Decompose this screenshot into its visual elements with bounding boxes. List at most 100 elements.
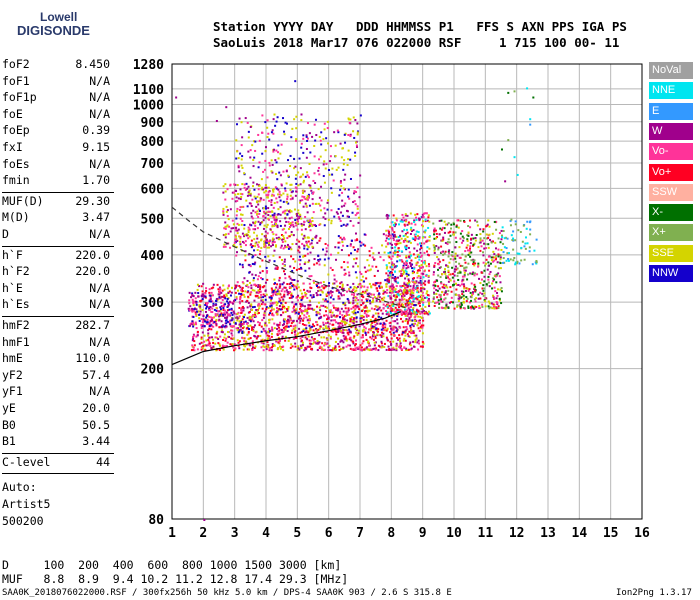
- echo-point: [247, 136, 250, 139]
- header-line-2: SaoLuis 2018 Mar17 076 022000 RSF 1 715 …: [213, 35, 620, 50]
- echo-point: [340, 266, 343, 269]
- echo-point: [446, 293, 449, 296]
- echo-point: [261, 270, 264, 273]
- echo-point: [286, 213, 289, 216]
- echo-point: [347, 133, 350, 136]
- echo-point: [262, 293, 265, 296]
- x-tick-label: 13: [540, 526, 556, 541]
- echo-point: [495, 281, 498, 284]
- echo-point: [412, 279, 415, 282]
- echo-point: [215, 324, 218, 327]
- echo-point: [248, 318, 251, 321]
- echo-point: [266, 232, 269, 235]
- echo-point: [306, 122, 309, 125]
- echo-point: [215, 318, 218, 321]
- echo-point: [286, 330, 289, 333]
- echo-point: [357, 248, 360, 251]
- echo-point: [405, 218, 408, 221]
- echo-point: [391, 261, 394, 264]
- echo-point: [456, 274, 459, 277]
- echo-point: [228, 335, 231, 338]
- echo-point: [317, 289, 320, 292]
- echo-point: [305, 316, 308, 319]
- echo-point: [275, 304, 278, 307]
- echo-point: [306, 312, 309, 315]
- echo-point: [361, 342, 364, 345]
- echo-point: [230, 337, 233, 340]
- echo-point: [264, 159, 267, 162]
- echo-point: [211, 307, 214, 310]
- param-value: 3.47: [82, 210, 110, 225]
- echo-point: [289, 324, 292, 327]
- echo-point: [349, 158, 352, 161]
- echo-point: [253, 263, 256, 266]
- echo-point: [465, 300, 468, 303]
- echo-point: [391, 246, 394, 249]
- echo-point: [359, 283, 362, 286]
- echo-point: [402, 326, 405, 329]
- echo-point: [405, 347, 408, 350]
- echo-point: [254, 331, 257, 334]
- echo-point: [342, 310, 345, 313]
- echo-point: [442, 306, 445, 309]
- echo-point: [194, 297, 197, 300]
- echo-point: [390, 304, 393, 307]
- echo-point: [418, 322, 421, 325]
- echo-point: [419, 255, 422, 258]
- echo-point: [231, 334, 234, 337]
- echo-point: [283, 273, 286, 276]
- echo-point: [512, 259, 515, 262]
- echo-point: [342, 303, 345, 306]
- echo-point: [458, 303, 461, 306]
- echo-point: [389, 297, 392, 300]
- echo-point: [191, 292, 194, 295]
- echo-point: [296, 348, 299, 351]
- echo-point: [385, 272, 388, 275]
- param-value: 282.7: [75, 318, 110, 332]
- echo-point: [264, 289, 267, 292]
- echo-point: [397, 236, 400, 239]
- echo-point: [234, 229, 237, 232]
- echo-point: [376, 269, 379, 272]
- echo-point: [265, 293, 268, 296]
- echo-point: [215, 299, 218, 302]
- echo-point: [414, 322, 417, 325]
- echo-point: [386, 265, 389, 268]
- echo-point: [411, 267, 414, 270]
- echo-point: [230, 329, 233, 332]
- echo-point: [202, 282, 205, 285]
- echo-point: [303, 305, 306, 308]
- echo-point: [377, 312, 380, 315]
- echo-point: [466, 234, 469, 237]
- echo-point: [332, 319, 335, 322]
- echo-point: [352, 299, 355, 302]
- echo-point: [307, 193, 310, 196]
- echo-point: [402, 331, 405, 334]
- echo-point: [299, 337, 302, 340]
- echo-point: [271, 318, 274, 321]
- echo-point: [415, 334, 418, 337]
- echo-point: [292, 283, 295, 286]
- echo-point: [428, 236, 431, 239]
- echo-point: [349, 135, 352, 138]
- echo-point: [453, 270, 456, 273]
- echo-point: [472, 258, 475, 261]
- echo-point: [364, 270, 367, 273]
- echo-point: [331, 167, 334, 170]
- echo-point: [419, 251, 422, 254]
- echo-point: [232, 325, 235, 328]
- echo-point: [391, 273, 394, 276]
- echo-point: [356, 305, 359, 308]
- echo-point: [500, 238, 503, 241]
- echo-point: [339, 326, 342, 329]
- echo-point: [529, 228, 532, 231]
- echo-point: [210, 325, 213, 328]
- echo-point: [246, 279, 249, 282]
- echo-point: [257, 166, 260, 169]
- echo-point: [473, 298, 476, 301]
- echo-point: [286, 237, 289, 240]
- echo-point: [238, 340, 241, 343]
- echo-point: [364, 327, 367, 330]
- echo-point: [492, 240, 495, 243]
- echo-point: [279, 314, 282, 317]
